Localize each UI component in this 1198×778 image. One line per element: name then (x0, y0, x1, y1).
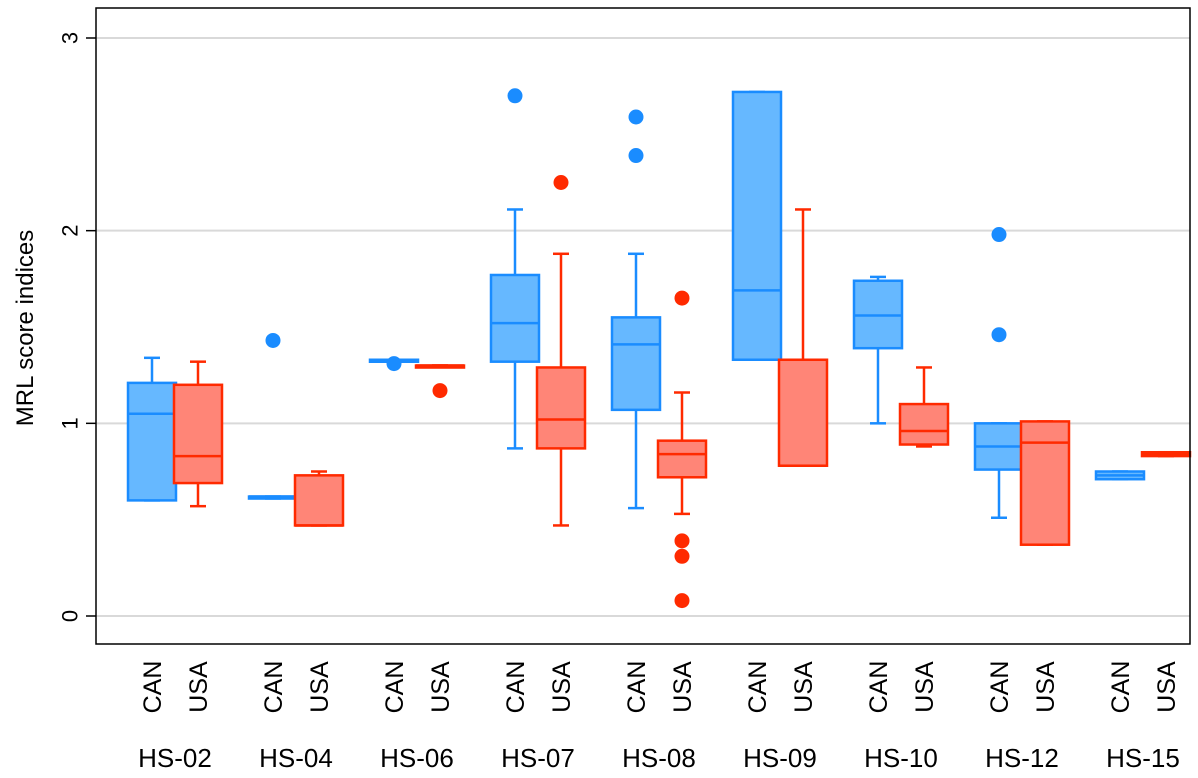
box-HS-02-USA-box (172, 383, 224, 485)
box-HS-07-CAN-category-label: CAN (502, 661, 530, 714)
box-HS-12-CAN-outlier-1 (991, 327, 1007, 343)
box-HS-15-CAN-category-label: CAN (1107, 661, 1135, 714)
box-HS-12-USA (1019, 420, 1071, 546)
y-axis: 0 1 2 3 (58, 32, 96, 622)
box-HS-02-USA-category-label: USA (185, 661, 213, 713)
box-HS-12-USA-box (1019, 420, 1071, 546)
box-HS-08-USA-outlier-2 (674, 548, 690, 564)
box-HS-07-USA (535, 175, 587, 527)
box-HS-08-CAN-outlier-1 (628, 109, 644, 125)
box-HS-04-CAN-outlier-0 (265, 332, 281, 348)
box-HS-02-CAN (126, 356, 178, 502)
y-tick-label-1: 1 (58, 417, 83, 429)
box-HS-08-USA-outlier-1 (674, 533, 690, 549)
box-HS-09-USA-box (777, 358, 829, 467)
group-label-HS-15: HS-15 (1106, 743, 1180, 773)
box-HS-04-USA-category-label: USA (306, 661, 334, 713)
box-HS-10-USA (898, 366, 950, 448)
box-HS-12-CAN-outlier-0 (991, 227, 1007, 243)
box-HS-07-CAN-box (489, 273, 541, 363)
box-HS-08-CAN-outlier-0 (628, 148, 644, 164)
y-tick-label-0: 0 (58, 610, 83, 622)
box-HS-09-CAN-box (731, 90, 783, 362)
x-axis-labels: CAN USA HS-02 CAN USA HS-04 CAN USA HS-06 CAN USA H… (138, 661, 1181, 773)
box-HS-08-CAN (610, 109, 662, 510)
box-HS-15-USA-category-label: USA (1153, 661, 1181, 713)
group-label-HS-06: HS-06 (380, 743, 454, 773)
box-HS-12-USA-category-label: USA (1032, 661, 1060, 713)
plot-area (126, 88, 1192, 609)
box-HS-08-CAN-category-label: CAN (623, 661, 651, 714)
box-HS-02-CAN-box (126, 381, 178, 502)
box-HS-06-USA (414, 364, 466, 399)
box-HS-08-USA-box (656, 439, 708, 479)
y-axis-title: MRL score indices (12, 230, 39, 427)
box-HS-02-USA (172, 360, 224, 508)
box-HS-15-USA (1140, 450, 1192, 458)
box-HS-07-USA-outlier-0 (553, 175, 569, 190)
box-HS-07-CAN-outlier-0 (507, 88, 523, 104)
box-HS-04-USA (293, 470, 345, 527)
box-HS-07-USA-category-label: USA (548, 661, 576, 713)
box-HS-06-CAN-category-label: CAN (381, 661, 409, 714)
y-tick-label-3: 3 (58, 32, 83, 44)
group-label-HS-07: HS-07 (501, 743, 575, 773)
group-label-HS-10: HS-10 (864, 743, 938, 773)
box-HS-08-USA-outlier-0 (674, 290, 690, 306)
box-HS-12-CAN-category-label: CAN (986, 661, 1014, 714)
group-label-HS-08: HS-08 (622, 743, 696, 773)
group-label-HS-12: HS-12 (985, 743, 1059, 773)
box-HS-10-CAN-category-label: CAN (865, 661, 893, 714)
box-HS-08-USA-outlier-3 (674, 593, 690, 609)
group-label-HS-04: HS-04 (259, 743, 333, 773)
box-HS-15-CAN (1094, 470, 1146, 481)
box-HS-02-CAN-category-label: CAN (139, 661, 167, 714)
box-HS-08-CAN-box (610, 316, 662, 412)
box-HS-06-USA-outlier-0 (432, 383, 448, 399)
box-HS-10-USA-category-label: USA (911, 661, 939, 713)
box-HS-08-USA-category-label: USA (669, 661, 697, 713)
box-HS-04-CAN (247, 332, 299, 500)
box-HS-04-USA-box (293, 474, 345, 527)
box-HS-06-USA-category-label: USA (427, 661, 455, 713)
box-HS-09-CAN (731, 90, 783, 362)
box-HS-10-USA-box (898, 402, 950, 446)
box-HS-10-CAN (852, 275, 904, 425)
y-tick-label-2: 2 (58, 225, 83, 237)
box-HS-07-USA-box (535, 366, 587, 450)
box-HS-09-USA (777, 208, 829, 467)
box-HS-07-CAN (489, 88, 541, 450)
plot-frame (95, 7, 1191, 645)
box-HS-06-CAN (368, 356, 420, 372)
box-HS-04-CAN-category-label: CAN (260, 661, 288, 714)
box-HS-09-CAN-category-label: CAN (744, 661, 772, 714)
group-label-HS-09: HS-09 (743, 743, 817, 773)
box-HS-09-USA-category-label: USA (790, 661, 818, 713)
box-HS-12-CAN (973, 227, 1025, 519)
box-HS-08-USA (656, 290, 708, 609)
box-HS-06-CAN-outlier-0 (386, 356, 402, 372)
group-label-HS-02: HS-02 (138, 743, 212, 773)
